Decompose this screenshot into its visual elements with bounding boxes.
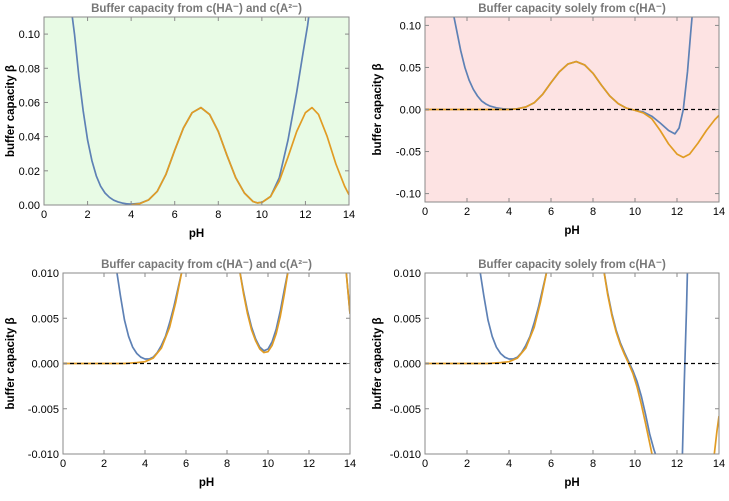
- y-tick-label: -0.005: [390, 404, 421, 416]
- x-tick-label: 14: [713, 458, 725, 470]
- x-tick-label: 12: [299, 209, 311, 221]
- series-line-2: [63, 273, 350, 365]
- x-tick-label: 4: [506, 458, 512, 470]
- x-tick-label: 6: [172, 209, 178, 221]
- y-tick-label: 0.05: [400, 62, 421, 74]
- x-tick-label: 12: [671, 458, 683, 470]
- x-tick-label: 2: [101, 458, 107, 470]
- x-tick-label: 8: [224, 458, 230, 470]
- x-tick-label: 4: [506, 206, 512, 218]
- x-tick-label: 10: [629, 458, 641, 470]
- x-tick-label: 0: [422, 206, 428, 218]
- y-tick-label: -0.010: [28, 449, 59, 461]
- x-axis-label: pH: [564, 477, 579, 489]
- x-tick-label: 10: [629, 206, 641, 218]
- x-axis-label: pH: [189, 228, 204, 240]
- x-tick-label: 10: [262, 458, 274, 470]
- x-tick-label: 8: [590, 458, 596, 470]
- y-tick-label: 0.00: [19, 200, 40, 212]
- x-tick-label: 12: [671, 206, 683, 218]
- y-axis-label: buffer capacity β: [372, 63, 384, 155]
- series-line-1: [479, 273, 689, 454]
- chart-title: Buffer capacity from c(HA⁻) and c(A²⁻): [101, 259, 312, 271]
- chart-2: Buffer capacity solely from c(HA⁻) 0 2 4 6 8 1…: [372, 3, 725, 237]
- x-axis-label: pH: [199, 477, 214, 489]
- y-tick-label: 0.005: [393, 313, 421, 325]
- x-axis-label: pH: [564, 225, 579, 237]
- x-tick-label: 6: [548, 458, 554, 470]
- chart-title: Buffer capacity solely from c(HA⁻): [478, 259, 666, 271]
- y-tick-label: 0.00: [400, 105, 421, 117]
- chart-title: Buffer capacity from c(HA⁻) and c(A²⁻): [91, 3, 302, 15]
- plot-frame: [43, 16, 350, 206]
- x-tick-label: 2: [464, 458, 470, 470]
- x-tick-label: 4: [142, 458, 148, 470]
- chart-1: Buffer capacity from c(HA⁻) and c(A²⁻) 0 2…: [5, 3, 355, 240]
- x-tick-label: 14: [713, 206, 725, 218]
- x-tick-label: 4: [128, 209, 134, 221]
- x-tick-label: 14: [343, 209, 355, 221]
- chart-title: Buffer capacity solely from c(HA⁻): [478, 3, 666, 15]
- y-tick-label: 0.010: [393, 268, 421, 280]
- y-tick-label: 0.10: [19, 29, 40, 41]
- y-tick-label: 0.06: [19, 97, 40, 109]
- x-tick-label: 0: [422, 458, 428, 470]
- x-tick-label: 0: [41, 209, 47, 221]
- x-tick-label: 8: [590, 206, 596, 218]
- y-tick-label: 0.02: [19, 166, 40, 178]
- x-tick-label: 6: [548, 206, 554, 218]
- y-tick-label: 0.08: [19, 63, 40, 75]
- chart-4: Buffer capacity solely from c(HA⁻) 0 2 4 6 8 1…: [372, 259, 725, 489]
- y-tick-label: 0.000: [31, 359, 59, 371]
- series-line-2: [425, 60, 719, 159]
- y-tick-label: 0.005: [31, 313, 59, 325]
- chart-3: Buffer capacity from c(HA⁻) and c(A²⁻) 0 2…: [5, 259, 356, 489]
- y-axis-label: buffer capacity β: [5, 317, 17, 409]
- y-tick-label: -0.05: [396, 147, 421, 159]
- y-tick-label: -0.005: [28, 404, 59, 416]
- x-tick-label: 2: [464, 206, 470, 218]
- x-tick-label: 14: [344, 458, 356, 470]
- y-tick-label: -0.10: [396, 189, 421, 201]
- x-tick-label: 12: [303, 458, 315, 470]
- series-line-2: [425, 273, 719, 454]
- x-tick-label: 0: [60, 458, 66, 470]
- x-tick-label: 10: [256, 209, 268, 221]
- y-tick-label: 0.04: [19, 132, 40, 144]
- x-tick-label: 6: [183, 458, 189, 470]
- y-axis-label: buffer capacity β: [372, 317, 384, 409]
- y-tick-label: 0.000: [393, 359, 421, 371]
- series-line-2: [130, 106, 349, 205]
- x-tick-label: 2: [85, 209, 91, 221]
- y-tick-label: 0.10: [400, 20, 421, 32]
- y-tick-label: -0.010: [390, 449, 421, 461]
- y-axis-label: buffer capacity β: [5, 65, 17, 157]
- x-tick-label: 8: [215, 209, 221, 221]
- y-tick-label: 0.010: [31, 268, 59, 280]
